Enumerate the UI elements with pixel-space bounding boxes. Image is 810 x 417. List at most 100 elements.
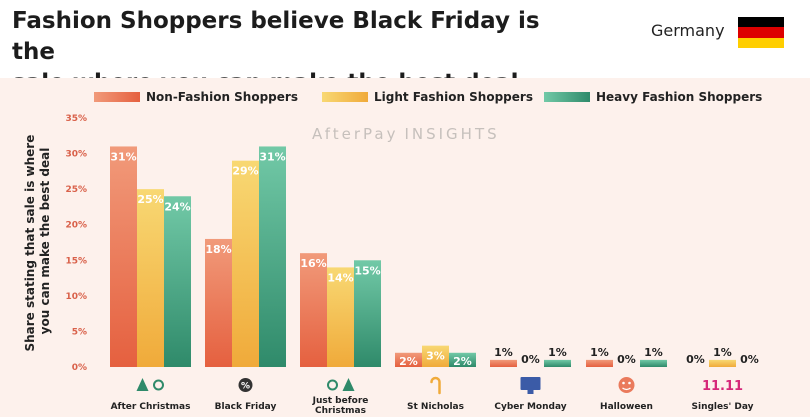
header: Fashion Shoppers believe Black Friday is… [0,0,810,96]
data-label: 1% [713,346,732,359]
arrow-shape [327,379,338,391]
country-label: Germany [651,21,725,40]
data-labels: 31%25%24%18%29%31%16%14%15%2% 3% 2%1%0%1% 1… [110,150,759,368]
mouth-shape [622,387,631,391]
data-label: 0% [617,353,636,366]
y-tick-label: 30% [65,150,87,160]
bar [449,352,476,367]
bar [259,146,286,367]
category-icons: % 11.11 [136,376,743,395]
data-label: 0% [521,353,540,366]
bar [232,160,259,367]
legend-label: Light Fashion Shoppers [374,90,533,104]
category-label: Halloween [600,402,653,412]
y-tick-label: 20% [65,221,87,231]
legend-label: Non-Fashion Shoppers [146,90,298,104]
legend-swatch [94,92,140,102]
title-line-1: Fashion Shoppers believe Black Friday is… [12,8,540,65]
y-tick-label: 15% [65,256,87,266]
data-label: 2% [399,355,418,368]
data-label: 3% [426,350,445,363]
bar [709,359,736,367]
monitor-icon [520,377,541,394]
data-label: 1% [590,346,609,359]
y-tick-label: 5% [72,327,87,337]
bar [205,238,232,367]
flag-stripe-gold [738,37,784,48]
bar [300,253,327,367]
data-label: 1% [644,346,663,359]
category-labels: After Christmas Black Friday Just beforeCh… [111,396,754,416]
screen-shape [520,377,541,390]
stand-shape [527,390,534,394]
category-label: Singles' Day [692,402,754,412]
data-label: 0% [740,353,759,366]
y-tick-label: 0% [72,363,87,373]
legend-swatch [322,92,368,102]
data-label: 18% [205,243,231,256]
pumpkin-shape [618,377,635,393]
y-axis-label-line-1: Share stating that sale is where [23,135,37,352]
data-label: 2% [453,355,472,368]
bar [586,359,613,367]
category-label: Black Friday [215,402,277,412]
legend-label: Heavy Fashion Shoppers [596,90,762,104]
cane-shape [430,376,441,395]
data-label: 31% [110,150,136,163]
eye-shape [622,381,625,385]
y-axis-label: Share stating that sale is where you can… [23,130,52,351]
y-tick-label: 25% [65,185,87,195]
watermark: AfterPay INSIGHTS [312,125,500,143]
data-label: 1% [494,346,513,359]
badge-shape [238,378,253,392]
bar [490,359,517,367]
bar [422,345,449,367]
tree-shape [342,378,355,391]
bar [544,359,571,367]
bar [640,359,667,367]
data-label: 0% [686,353,705,366]
arrow-tree-icon [327,378,355,391]
singles-day-glyph: 11.11 [702,379,743,394]
pumpkin-icon [618,377,635,393]
y-axis-ticks: 0% 5% 10% 15% 20% 25% 30% 35% [65,114,87,373]
eye-shape [628,381,631,385]
eleven-eleven-icon: 11.11 [702,379,743,394]
data-label: 14% [327,271,353,284]
category-label: Just before [312,396,369,406]
bar [137,189,164,367]
category-label: St Nicholas [407,402,464,412]
y-axis-label-line-2: you can make the best deal [38,148,52,335]
germany-flag-icon [738,17,784,48]
flag-stripe-red [738,27,784,38]
bar [164,196,191,367]
bar [327,267,354,367]
data-label: 29% [232,165,258,178]
data-label: 16% [300,257,326,270]
bars [110,146,736,367]
arrow-shape [153,379,164,391]
tree-arrow-icon [136,378,164,391]
category-label: After Christmas [111,402,191,412]
data-label: 25% [137,193,163,206]
data-label: 1% [548,346,567,359]
y-tick-label: 10% [65,292,87,302]
watermark-suffix: INSIGHTS [404,125,499,143]
tree-shape [136,378,149,391]
flag-stripe-black [738,17,784,28]
percent-glyph: % [241,382,250,392]
legend-swatch [544,92,590,102]
candy-cane-icon [430,376,441,395]
category-label: Christmas [315,406,366,416]
y-tick-label: 35% [65,114,87,124]
bar [354,260,381,367]
data-label: 31% [259,150,285,163]
legend: Non-Fashion Shoppers Light Fashion Shoppe… [94,90,762,104]
data-label: 24% [164,200,190,213]
watermark-brand: AfterPay [312,125,398,143]
category-label: Cyber Monday [494,402,566,412]
bar [110,146,137,367]
data-label: 15% [354,264,380,277]
